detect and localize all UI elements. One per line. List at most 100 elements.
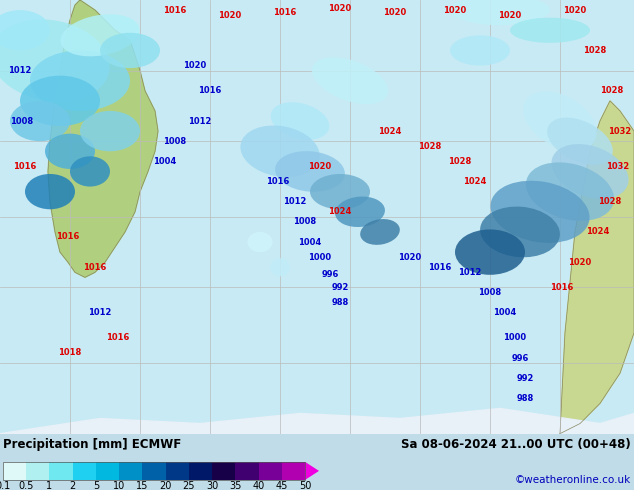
Ellipse shape: [552, 144, 628, 199]
Text: 50: 50: [299, 481, 311, 490]
Text: 1028: 1028: [418, 142, 442, 151]
Ellipse shape: [100, 33, 160, 68]
Bar: [235, 462, 259, 480]
Text: 1024: 1024: [328, 207, 352, 216]
Text: 1012: 1012: [88, 308, 112, 317]
Ellipse shape: [310, 174, 370, 209]
Ellipse shape: [80, 111, 140, 151]
Text: 1012: 1012: [8, 66, 32, 75]
Ellipse shape: [480, 207, 560, 257]
Text: 1020: 1020: [183, 61, 207, 70]
Text: 35: 35: [229, 481, 242, 490]
Text: 10: 10: [113, 481, 126, 490]
Text: 992: 992: [516, 374, 534, 383]
Text: 1016: 1016: [56, 232, 80, 242]
Text: 1016: 1016: [13, 162, 37, 171]
Ellipse shape: [0, 10, 50, 50]
Ellipse shape: [10, 101, 70, 141]
Text: 1032: 1032: [609, 126, 631, 136]
Text: 1018: 1018: [58, 348, 82, 358]
Text: 1012: 1012: [283, 197, 307, 206]
Text: 1008: 1008: [164, 137, 186, 146]
Bar: [165, 462, 189, 480]
Polygon shape: [0, 409, 634, 434]
Text: 1000: 1000: [308, 253, 332, 262]
Ellipse shape: [25, 174, 75, 209]
Text: 996: 996: [511, 353, 529, 363]
Ellipse shape: [450, 35, 510, 66]
Text: 0.1: 0.1: [0, 481, 11, 490]
Ellipse shape: [270, 258, 290, 276]
Text: 1008: 1008: [479, 288, 501, 297]
Text: 1028: 1028: [600, 86, 624, 95]
Text: 1008: 1008: [294, 218, 316, 226]
Ellipse shape: [275, 151, 345, 192]
Text: 0.5: 0.5: [18, 481, 34, 490]
Text: 1016: 1016: [83, 263, 107, 272]
Bar: [73, 462, 96, 480]
Ellipse shape: [547, 118, 613, 165]
Text: 1024: 1024: [586, 227, 610, 237]
Text: 15: 15: [136, 481, 148, 490]
Ellipse shape: [30, 50, 130, 111]
Text: 1020: 1020: [308, 162, 332, 171]
Text: 1008: 1008: [10, 117, 34, 125]
Text: Sa 08-06-2024 21..00 UTC (00+48): Sa 08-06-2024 21..00 UTC (00+48): [401, 438, 631, 451]
Text: Precipitation [mm] ECMWF: Precipitation [mm] ECMWF: [3, 438, 181, 451]
Ellipse shape: [240, 125, 320, 177]
Text: 1012: 1012: [458, 268, 482, 277]
Ellipse shape: [455, 229, 525, 275]
Bar: [212, 462, 235, 480]
Text: 1016: 1016: [273, 8, 297, 17]
Bar: [3, 462, 305, 480]
Bar: [26, 462, 49, 480]
Text: 30: 30: [206, 481, 218, 490]
Text: 996: 996: [321, 270, 339, 279]
Text: 1016: 1016: [198, 86, 222, 95]
Ellipse shape: [450, 0, 550, 25]
Ellipse shape: [271, 102, 329, 140]
Text: 2: 2: [70, 481, 76, 490]
Text: 1020: 1020: [568, 258, 592, 267]
Ellipse shape: [335, 196, 385, 227]
Text: ©weatheronline.co.uk: ©weatheronline.co.uk: [515, 475, 631, 485]
Text: 1028: 1028: [598, 197, 621, 206]
Text: 1016: 1016: [266, 177, 290, 186]
Bar: [281, 462, 305, 480]
Ellipse shape: [247, 232, 273, 252]
Text: 1: 1: [46, 481, 53, 490]
Text: 40: 40: [252, 481, 264, 490]
Ellipse shape: [360, 219, 400, 245]
Text: 988: 988: [332, 298, 349, 307]
Text: 1024: 1024: [463, 177, 487, 186]
Ellipse shape: [510, 18, 590, 43]
Text: 1004: 1004: [493, 308, 517, 317]
Ellipse shape: [60, 14, 139, 56]
Text: 1020: 1020: [384, 8, 406, 17]
Bar: [259, 462, 281, 480]
Text: 1020: 1020: [498, 11, 522, 20]
Text: 1020: 1020: [328, 3, 352, 13]
Bar: [119, 462, 143, 480]
Bar: [143, 462, 165, 480]
Text: 45: 45: [276, 481, 288, 490]
Text: 1020: 1020: [443, 5, 467, 15]
Text: 1032: 1032: [606, 162, 630, 171]
Bar: [49, 462, 73, 480]
Text: 1020: 1020: [218, 11, 242, 20]
Text: 988: 988: [516, 394, 534, 403]
Bar: [189, 462, 212, 480]
Text: 1020: 1020: [564, 5, 586, 15]
Ellipse shape: [526, 162, 614, 221]
Ellipse shape: [0, 20, 110, 101]
Polygon shape: [560, 101, 634, 434]
Text: 1012: 1012: [188, 117, 212, 125]
Text: 1016: 1016: [164, 5, 186, 15]
Bar: [3, 462, 26, 480]
Ellipse shape: [312, 57, 388, 104]
Text: 5: 5: [93, 481, 99, 490]
Ellipse shape: [20, 75, 100, 126]
Text: 1004: 1004: [153, 157, 177, 166]
Polygon shape: [48, 0, 158, 277]
Text: 1024: 1024: [378, 126, 402, 136]
